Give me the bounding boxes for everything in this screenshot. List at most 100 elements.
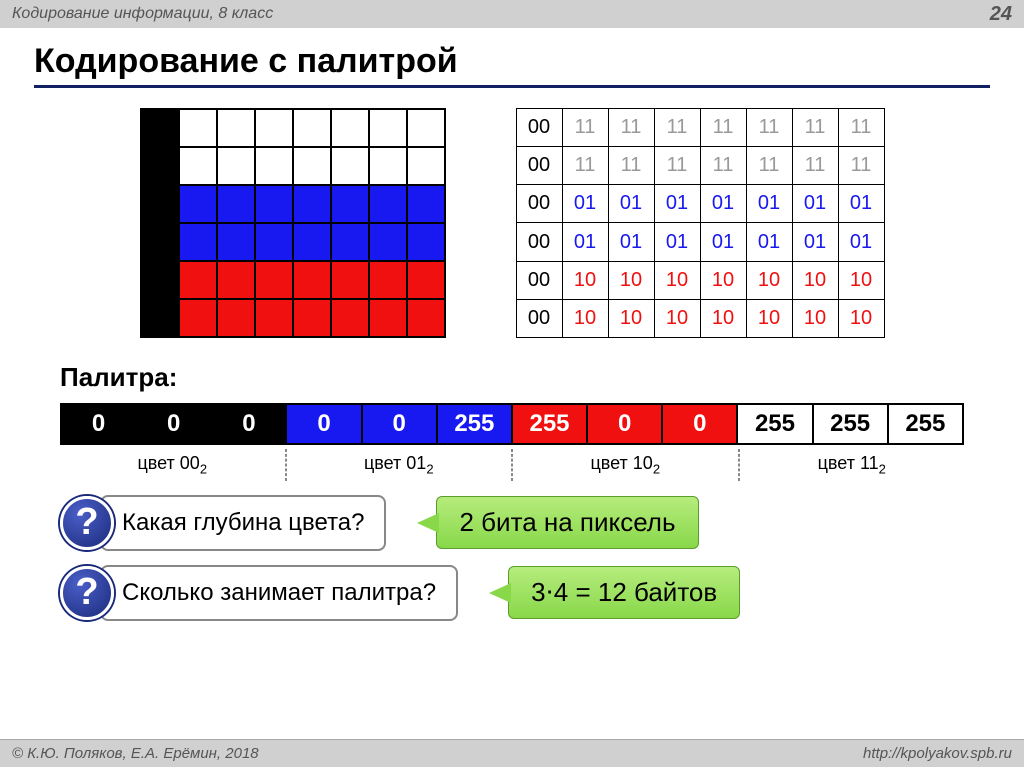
code-cell: 10 (746, 261, 792, 299)
code-cell: 10 (562, 299, 608, 337)
code-cell: 11 (838, 147, 884, 185)
code-cell: 00 (516, 185, 562, 223)
qa-row: ?Сколько занимает палитра?3⋅4 = 12 байто… (60, 565, 964, 621)
palette-block: 0000025525500255255255 цвет 002цвет 012ц… (60, 403, 964, 481)
palette-cell: 0 (362, 404, 437, 444)
pixel-cell (369, 299, 407, 337)
pixel-cell (331, 299, 369, 337)
pixel-cell (179, 223, 217, 261)
pixel-cell (407, 147, 445, 185)
pixel-cell (369, 261, 407, 299)
code-cell: 10 (654, 299, 700, 337)
pixel-cell (255, 261, 293, 299)
question-icon: ? (60, 566, 114, 620)
palette-cell: 0 (587, 404, 662, 444)
pixel-cell (293, 185, 331, 223)
palette-label: цвет 112 (739, 449, 965, 481)
pixel-cell (179, 185, 217, 223)
code-cell: 01 (654, 185, 700, 223)
pixel-cell (293, 261, 331, 299)
palette-cell: 0 (61, 404, 136, 444)
pixel-cell (141, 261, 179, 299)
header-left: Кодирование информации, 8 класс (12, 5, 273, 23)
pixel-cell (293, 109, 331, 147)
title-divider (34, 85, 990, 88)
code-cell: 11 (838, 109, 884, 147)
code-cell: 11 (608, 109, 654, 147)
code-cell: 01 (700, 223, 746, 261)
palette-label: цвет 002 (60, 449, 286, 481)
pixel-cell (179, 109, 217, 147)
code-cell: 01 (608, 185, 654, 223)
pixel-cell (255, 223, 293, 261)
code-cell: 01 (700, 185, 746, 223)
pixel-cell (293, 299, 331, 337)
code-cell: 01 (792, 223, 838, 261)
pixel-cell (141, 223, 179, 261)
pixel-cell (331, 147, 369, 185)
pixel-grid (140, 108, 446, 338)
pixel-cell (369, 147, 407, 185)
question-box: Какая глубина цвета? (100, 495, 386, 551)
code-cell: 01 (838, 185, 884, 223)
qa-row: ?Какая глубина цвета?2 бита на пиксель (60, 495, 964, 551)
pixel-cell (217, 185, 255, 223)
code-cell: 01 (608, 223, 654, 261)
code-cell: 11 (746, 109, 792, 147)
answer-arrow (417, 513, 439, 533)
pixel-cell (141, 147, 179, 185)
pixel-cell (179, 261, 217, 299)
pixel-cell (255, 299, 293, 337)
code-cell: 01 (562, 223, 608, 261)
palette-cell: 0 (286, 404, 361, 444)
code-cell: 11 (792, 147, 838, 185)
pixel-cell (331, 223, 369, 261)
pixel-cell (407, 109, 445, 147)
code-cell: 00 (516, 147, 562, 185)
code-cell: 10 (838, 261, 884, 299)
code-cell: 10 (654, 261, 700, 299)
pixel-cell (407, 299, 445, 337)
footer-right: http://kpolyakov.spb.ru (863, 745, 1012, 762)
pixel-cell (293, 223, 331, 261)
code-cell: 00 (516, 223, 562, 261)
pixel-cell (369, 223, 407, 261)
code-cell: 10 (746, 299, 792, 337)
pixel-cell (331, 261, 369, 299)
pixel-cell (179, 299, 217, 337)
code-cell: 10 (700, 299, 746, 337)
code-cell: 01 (746, 223, 792, 261)
slide-title: Кодирование с палитрой (34, 42, 990, 81)
answer-box: 2 бита на пиксель (436, 496, 698, 549)
code-cell: 11 (746, 147, 792, 185)
pixel-cell (255, 185, 293, 223)
pixel-cell (407, 223, 445, 261)
pixel-cell (217, 147, 255, 185)
code-cell: 11 (562, 109, 608, 147)
palette-cell: 255 (437, 404, 512, 444)
pixel-cell (369, 109, 407, 147)
code-cell: 11 (792, 109, 838, 147)
palette-heading: Палитра: (60, 362, 964, 393)
palette-cell: 0 (136, 404, 211, 444)
qa-container: ? Какая глубина цвета? 2 бита на пиксель ?С… (0, 495, 1024, 621)
palette-label: цвет 102 (512, 449, 739, 481)
pixel-cell (217, 299, 255, 337)
code-cell: 00 (516, 299, 562, 337)
pixel-cell (217, 223, 255, 261)
code-cell: 01 (746, 185, 792, 223)
answer-text: 3⋅4 = 12 байтов (531, 577, 717, 607)
code-cell: 11 (654, 147, 700, 185)
code-cell: 01 (838, 223, 884, 261)
code-grid: 0011111111111111001111111111111100010101… (516, 108, 885, 338)
pixel-cell (255, 147, 293, 185)
palette-cell: 255 (512, 404, 587, 444)
palette-cell: 255 (888, 404, 963, 444)
code-cell: 10 (792, 261, 838, 299)
code-cell: 01 (562, 185, 608, 223)
pixel-cell (179, 147, 217, 185)
pixel-cell (255, 109, 293, 147)
code-cell: 00 (516, 261, 562, 299)
palette-cell: 255 (737, 404, 812, 444)
code-cell: 10 (608, 261, 654, 299)
